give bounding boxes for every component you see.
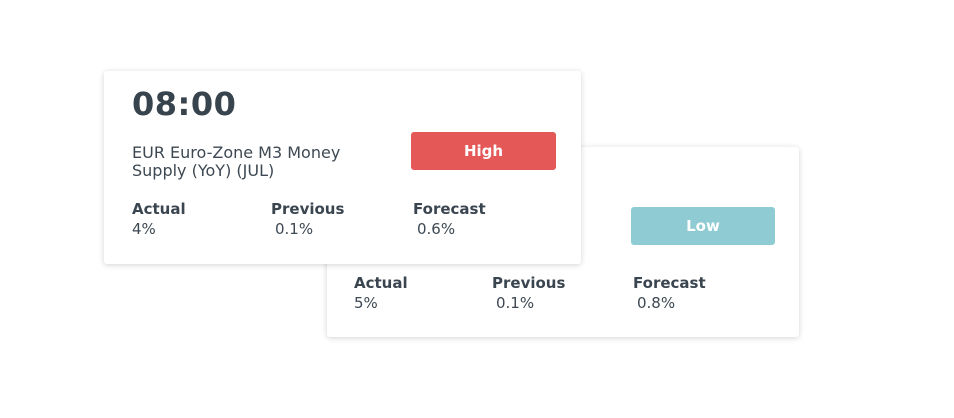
forecast-stat: Forecast 0.8% [633,273,706,313]
event-title: EUR Euro-Zone M3 Money Supply (YoY) (JUL… [132,143,341,180]
actual-value: 4% [132,220,156,238]
previous-value: 0.1% [275,220,314,238]
forecast-stat: Forecast 0.6% [413,199,486,239]
forecast-value: 0.6% [417,220,456,238]
event-time: 08:00 [132,85,237,123]
event-card-high[interactable]: 08:00 EUR Euro-Zone M3 Money Supply (YoY… [104,71,581,264]
actual-value: 5% [354,294,378,312]
previous-stat: Previous 0.1% [492,273,565,313]
actual-stat: Actual 5% [354,273,408,313]
forecast-label: Forecast [413,200,486,218]
actual-stat: Actual 4% [132,199,186,239]
previous-value: 0.1% [496,294,535,312]
forecast-label: Forecast [633,274,706,292]
actual-label: Actual [354,274,408,292]
forecast-value: 0.8% [637,294,676,312]
previous-stat: Previous 0.1% [271,199,344,239]
previous-label: Previous [271,200,345,218]
actual-label: Actual [132,200,186,218]
previous-label: Previous [492,274,566,292]
impact-badge-high: High [411,132,556,170]
impact-badge-low: Low [631,207,775,245]
